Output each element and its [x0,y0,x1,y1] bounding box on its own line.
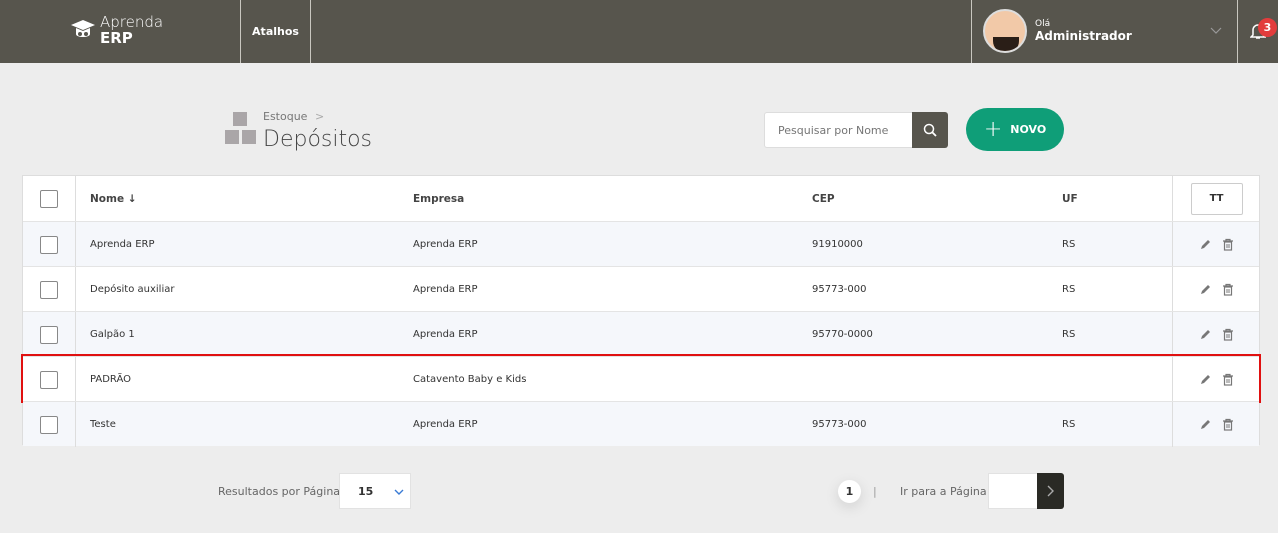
breadcrumb-separator: > [314,110,325,123]
trash-icon[interactable] [1222,238,1234,251]
cell-empresa: Aprenda ERP [413,419,478,430]
cell-uf: RS [1062,284,1076,295]
per-page-label: Resultados por Página [218,485,341,498]
table-row[interactable]: Galpão 1 Aprenda ERP 95770-0000 RS [23,311,1259,357]
row-checkbox[interactable] [40,415,58,434]
page-title: Depósitos [263,127,373,152]
logo-text-2: ERP [100,29,133,47]
column-empresa[interactable]: Empresa [413,192,465,205]
column-uf[interactable]: UF [1062,192,1078,205]
search-icon [923,123,937,137]
edit-icon[interactable] [1199,418,1212,431]
columns-button[interactable]: TT [1190,182,1243,215]
chevron-right-icon [1047,485,1054,497]
select-all-checkbox[interactable] [40,189,58,208]
column-nome[interactable]: Nome ↓ [90,192,137,205]
cell-cep: 95770-0000 [812,329,873,340]
cell-empresa: Catavento Baby e Kids [413,374,527,385]
trash-icon[interactable] [1222,283,1234,296]
edit-icon[interactable] [1199,283,1212,296]
edit-icon[interactable] [1199,373,1212,386]
row-checkbox[interactable] [40,235,58,254]
page-1-button[interactable]: 1 [838,480,861,503]
table-row[interactable]: Teste Aprenda ERP 95773-000 RS [23,401,1259,447]
cell-empresa: Aprenda ERP [413,329,478,340]
table-row[interactable]: Aprenda ERP Aprenda ERP 91910000 RS [23,221,1259,267]
cell-cep: 95773-000 [812,419,867,430]
trash-icon[interactable] [1222,328,1234,341]
cell-uf: RS [1062,239,1076,250]
column-cep[interactable]: CEP [812,192,835,205]
table-header: Nome ↓ Empresa CEP UF TT [23,176,1259,221]
breadcrumb-estoque[interactable]: Estoque [263,110,308,123]
cell-nome: Teste [90,419,116,430]
table-row[interactable]: PADRÃO Catavento Baby e Kids [21,354,1261,403]
divider [310,0,311,63]
cell-cep: 95773-000 [812,284,867,295]
notification-badge: 3 [1258,18,1277,37]
avatar [983,9,1027,53]
table-row[interactable]: Depósito auxiliar Aprenda ERP 95773-000 … [23,266,1259,312]
row-checkbox[interactable] [40,325,58,344]
cell-uf: RS [1062,329,1076,340]
cell-nome: Galpão 1 [90,329,135,340]
trash-icon[interactable] [1222,418,1234,431]
user-name: Administrador [1035,29,1132,43]
edit-icon[interactable] [1199,328,1212,341]
breadcrumb: Estoque > [263,110,324,124]
divider [1237,0,1238,63]
search-input[interactable] [764,112,913,148]
logo[interactable]: Aprenda ERP [70,14,163,46]
user-menu[interactable]: Olá Administrador [983,9,1132,53]
cell-uf: RS [1062,419,1076,430]
pagination-separator: | [873,485,877,498]
new-button[interactable]: + NOVO [966,108,1064,151]
logo-text-1: Aprenda [100,13,164,31]
graduation-cap-icon [71,20,95,37]
cell-empresa: Aprenda ERP [413,284,478,295]
goto-page-input[interactable] [988,473,1038,509]
cell-nome: PADRÃO [90,374,132,385]
row-checkbox[interactable] [40,280,58,299]
row-checkbox[interactable] [40,370,58,389]
boxes-icon [225,112,257,146]
new-label: NOVO [1010,123,1047,136]
chevron-down-icon [394,489,404,495]
trash-icon[interactable] [1222,373,1234,386]
greeting: Olá [1035,19,1051,29]
edit-icon[interactable] [1199,238,1212,251]
per-page-select[interactable]: 15 [339,473,411,509]
search-button[interactable] [912,112,948,148]
deposits-table: Nome ↓ Empresa CEP UF TT Aprenda ERP Apr… [21,175,1261,447]
cell-nome: Aprenda ERP [90,239,155,250]
cell-nome: Depósito auxiliar [90,284,175,295]
per-page-value: 15 [358,484,374,498]
cell-cep: 91910000 [812,239,863,250]
chevron-down-icon[interactable] [1210,27,1222,35]
top-bar: Aprenda ERP Atalhos Olá Administrador 3 [0,0,1278,63]
plus-icon: + [983,116,1003,142]
divider [240,0,241,63]
goto-page-button[interactable] [1037,473,1064,509]
divider [971,0,972,63]
cell-empresa: Aprenda ERP [413,239,478,250]
shortcuts-menu[interactable]: Atalhos [252,25,299,38]
goto-page-label: Ir para a Página [900,485,987,498]
